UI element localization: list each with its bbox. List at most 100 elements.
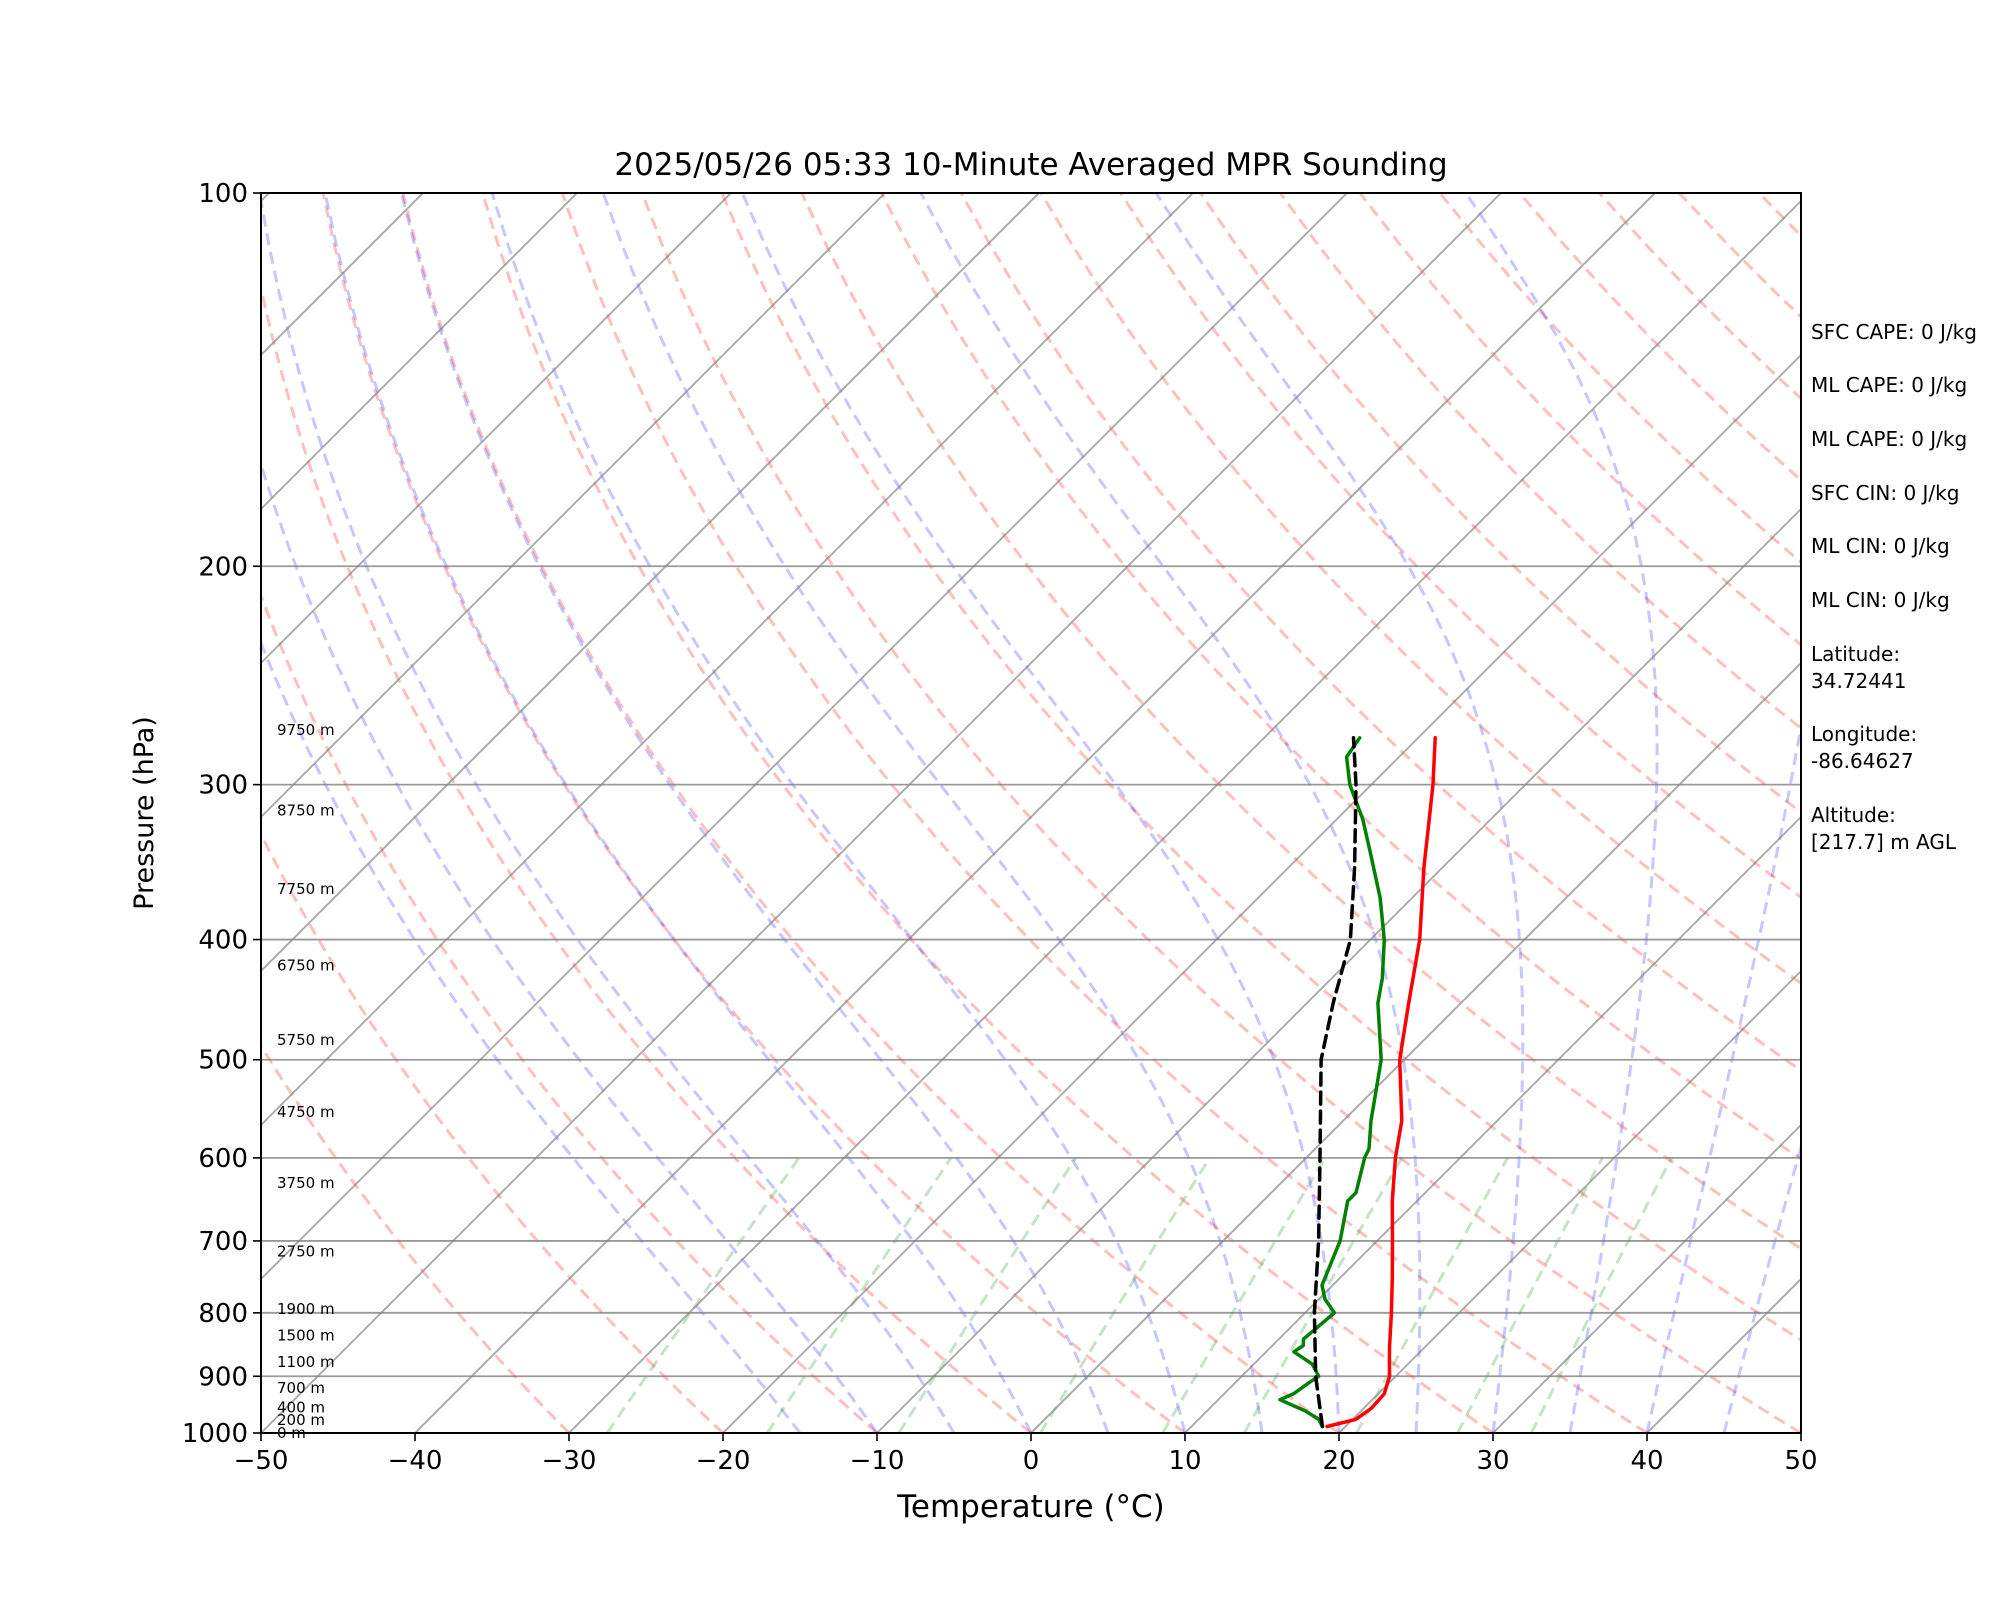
isotherm [876,507,1801,1433]
sfc-cape-text: SFC CAPE: 0 J/kg [1811,320,1977,344]
latitude-value: 34.72441 [1811,669,1906,693]
height-label: 0 m [277,1424,306,1442]
dry-adiabat [720,193,1801,1342]
isotherm [1030,661,1801,1433]
height-label: 1900 m [277,1300,335,1318]
moist-adiabat [740,193,1341,1433]
profile-lines [1278,736,1437,1429]
ml-cape-text-2: ML CAPE: 0 J/kg [1811,427,1967,451]
x-tick-label: −40 [388,1446,443,1476]
height-label: 7750 m [277,880,335,898]
height-label: 700 m [277,1379,325,1397]
y-tick-label: 400 [198,926,248,956]
moist-adiabat [601,193,1264,1433]
isotherm [261,193,1502,1433]
isotherm [261,193,1040,973]
ml-cin-text: ML CIN: 0 J/kg [1811,534,1950,558]
height-label: 4750 m [277,1103,335,1121]
isotherm [261,193,578,511]
plot-frame [260,192,1802,1434]
y-axis-ticks: 100 200 300 400 500 600 700 800 900 1000 [182,179,261,1449]
x-tick-label: −10 [850,1446,905,1476]
isotherm [0,193,115,1433]
mixing-ratio-line [1529,1157,1673,1433]
y-tick-label: 800 [198,1299,248,1329]
dewpoint-line [1278,736,1387,1429]
x-tick-label: −30 [542,1446,597,1476]
mixing-ratio-line [605,1157,801,1433]
longitude-value: -86.64627 [1811,749,1914,773]
dry-adiabat [800,193,1801,1251]
dry-adiabat [1279,193,1801,731]
dry-adiabat [261,592,878,1433]
isotherm [1338,969,1801,1433]
y-tick-label: 500 [198,1046,248,1076]
moist-adiabat [490,193,1187,1433]
y-tick-label: 1000 [182,1419,248,1449]
x-tick-label: 30 [1476,1446,1509,1476]
height-label: 9750 m [277,721,335,739]
moist-adiabat [261,193,956,1433]
moist-adiabat [399,193,1110,1433]
moist-adiabat [261,639,802,1433]
ml-cape-text: ML CAPE: 0 J/kg [1811,373,1967,397]
x-tick-label: 50 [1784,1446,1817,1476]
info-panel: SFC CAPE: 0 J/kg ML CAPE: 0 J/kg ML CAPE… [1811,320,1977,854]
x-tick-label: 0 [1023,1446,1040,1476]
x-tick-label: 40 [1630,1446,1663,1476]
height-label: 1500 m [277,1327,335,1345]
background-lines [0,193,1801,1433]
dry-adiabat [1199,193,1801,815]
temperature-line [1325,736,1437,1429]
height-label: 1100 m [277,1353,335,1371]
dry-adiabat [321,193,1186,1433]
x-tick-label: −50 [234,1446,289,1476]
moist-adiabat [323,193,1033,1433]
altitude-label: Altitude: [1811,803,1896,827]
latitude-label: Latitude: [1811,642,1900,666]
height-label: 2750 m [277,1243,335,1261]
x-tick-label: 20 [1322,1446,1355,1476]
isotherm [722,353,1801,1433]
dry-adiabat [481,193,1494,1433]
ml-cin-text-2: ML CIN: 0 J/kg [1811,588,1950,612]
dry-adiabat [560,193,1648,1433]
parcel-line [1312,736,1358,1429]
isotherm [261,193,732,665]
height-label: 400 m [277,1398,325,1416]
isotherm [414,193,1656,1433]
y-tick-label: 100 [198,179,248,209]
moist-adiabat [261,459,879,1433]
mixing-ratio-line [897,1157,1078,1433]
isotherm [568,199,1801,1433]
dry-adiabat [959,193,1801,1073]
isotherm [261,193,886,819]
y-axis-label: Pressure (hPa) [129,716,160,910]
y-tick-label: 600 [198,1144,248,1174]
y-tick-label: 700 [198,1227,248,1257]
longitude-label: Longitude: [1811,722,1917,746]
altitude-value: [217.7] m AGL [1811,830,1957,854]
height-label: 8750 m [277,802,335,820]
sfc-cin-text: SFC CIN: 0 J/kg [1811,481,1959,505]
mixing-ratio-line [1456,1157,1604,1433]
dry-adiabat [261,1043,571,1433]
height-label: 200 m [277,1411,325,1429]
dry-adiabat [880,193,1801,1161]
y-tick-label: 200 [198,552,248,582]
dry-adiabat [261,831,725,1433]
x-axis-label: Temperature (°C) [896,1489,1165,1525]
isotherm [1492,1123,1801,1433]
x-axis-ticks: −50 −40 −30 −20 −10 0 10 20 30 40 50 [234,1433,1818,1476]
y-tick-label: 300 [198,771,248,801]
chart-title: 2025/05/26 05:33 10-Minute Averaged MPR … [614,147,1447,183]
dry-adiabat [640,193,1801,1433]
mixing-ratio-line [1039,1157,1211,1433]
moist-adiabat [919,193,1422,1433]
height-label: 6750 m [277,956,335,974]
dry-adiabat [401,193,1340,1433]
moist-adiabat [1464,193,1659,1433]
dry-adiabat [261,280,1032,1433]
